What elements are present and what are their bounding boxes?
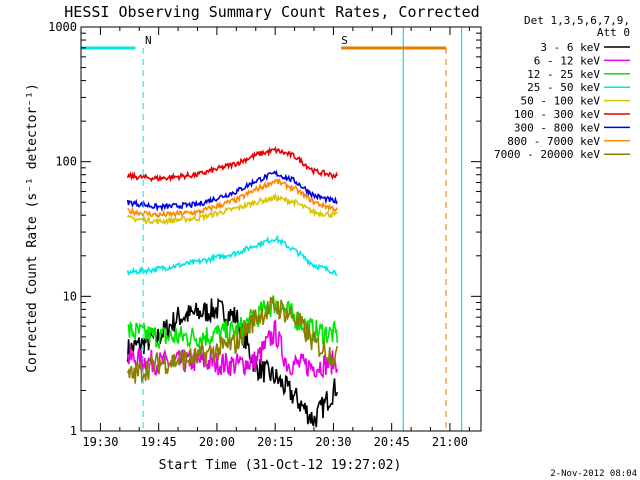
plot-frame <box>80 26 482 432</box>
flag-label-1: S <box>341 34 348 47</box>
chart-title: HESSI Observing Summary Count Rates, Cor… <box>64 3 479 21</box>
legend-label-4: 50 - 100 keV <box>521 95 601 108</box>
legend-label-5: 100 - 300 keV <box>514 108 600 121</box>
legend-label-0: 3 - 6 keV <box>540 41 600 54</box>
y-tick-label-0: 1 <box>70 424 77 438</box>
plot-area: N S 1 10 100 1000 19:30 19:45 20:00 20:15 20:30 20:… <box>48 20 482 449</box>
y-axis-label: Corrected Count Rate (s⁻¹ detector⁻¹) <box>25 83 40 373</box>
series-line-4 <box>126 191 338 226</box>
x-tick-label-6: 21:00 <box>432 435 468 449</box>
series-line-3 <box>126 234 338 277</box>
series-line-8 <box>126 296 339 384</box>
series-line-7 <box>127 177 339 219</box>
flag-label-0: N <box>145 34 152 47</box>
legend-label-7: 800 - 7000 keV <box>507 135 600 148</box>
legend-label-6: 300 - 800 keV <box>514 121 600 134</box>
x-tick-label-3: 20:15 <box>257 435 293 449</box>
series-line-0 <box>126 297 339 428</box>
legend-header-1: Att 0 <box>597 26 630 39</box>
y-tick-label-2: 100 <box>55 155 77 169</box>
legend-label-1: 6 - 12 keV <box>534 54 601 67</box>
legend-label-2: 12 - 25 keV <box>527 68 600 81</box>
legend-label-3: 25 - 50 keV <box>527 81 600 94</box>
legend-label-8: 7000 - 20000 keV <box>494 148 600 161</box>
series-line-6 <box>126 169 338 213</box>
y-tick-label-1: 10 <box>63 289 77 303</box>
series-line-2 <box>127 295 339 349</box>
x-tick-label-0: 19:30 <box>82 435 118 449</box>
y-tick-label-3: 1000 <box>48 20 77 34</box>
x-tick-label-4: 20:30 <box>315 435 351 449</box>
legend-header-0: Det 1,3,5,6,7,9, <box>524 14 630 27</box>
x-tick-label-2: 20:00 <box>199 435 235 449</box>
x-axis-label: Start Time (31-Oct-12 19:27:02) <box>159 458 402 473</box>
x-tick-label-1: 19:45 <box>141 435 177 449</box>
series-line-5 <box>126 145 339 183</box>
footer-date: 2-Nov-2012 08:04 <box>550 469 637 479</box>
x-tick-label-5: 20:45 <box>374 435 410 449</box>
